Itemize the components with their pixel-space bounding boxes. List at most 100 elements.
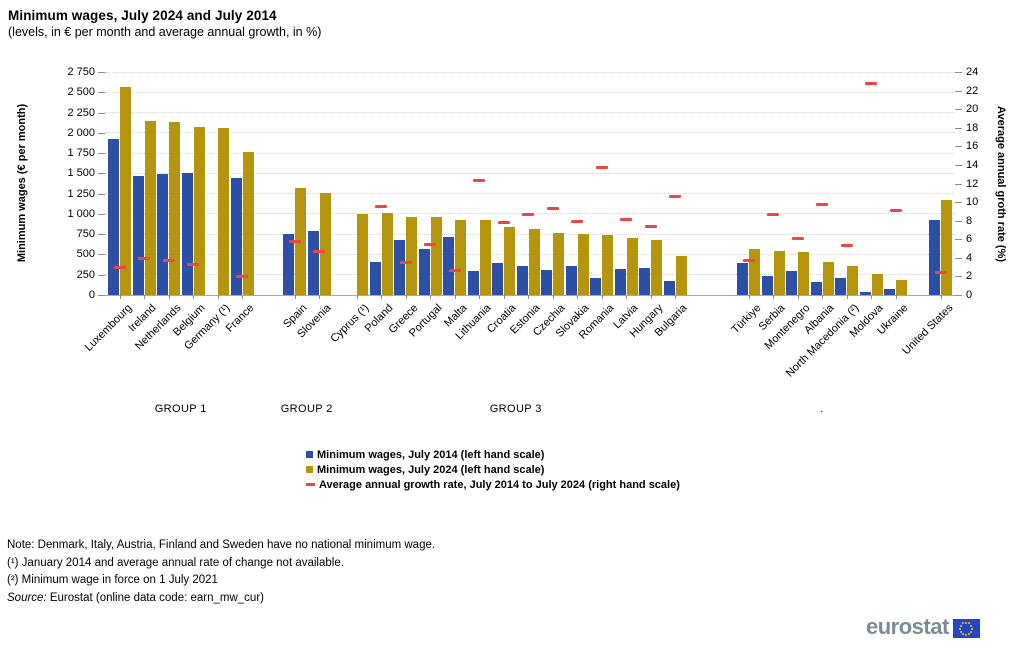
x-axis-tick <box>871 295 872 299</box>
bar-2014 <box>230 177 242 295</box>
left-axis-tick-label: 2 000 <box>67 126 95 139</box>
right-axis-tick-label: 22 <box>966 84 979 97</box>
eu-flag-star <box>968 622 971 625</box>
bar-2014 <box>786 271 797 295</box>
legend-item-growth: Average annual growth rate, July 2014 to… <box>306 477 680 492</box>
bar-2014 <box>307 231 319 295</box>
bar-2014 <box>283 233 294 295</box>
x-axis-tick <box>846 295 848 299</box>
bar-2014 <box>132 176 144 295</box>
growth-dash <box>187 262 199 266</box>
bar-2024 <box>749 248 760 295</box>
x-axis-tick <box>356 295 358 299</box>
left-axis-tick-label: 2 250 <box>67 106 95 119</box>
bar-2014 <box>565 266 577 295</box>
bar-2024 <box>430 217 442 295</box>
bar-2014 <box>737 262 748 295</box>
page-subtitle: (levels, in € per month and average annu… <box>8 25 322 39</box>
legend-label-growth: Average annual growth rate, July 2014 to… <box>319 478 680 491</box>
eu-flag-star <box>960 624 963 627</box>
growth-dash <box>669 195 681 198</box>
right-axis-tick <box>955 164 962 166</box>
growth-dash <box>571 220 583 224</box>
source-label: Source: <box>7 591 47 604</box>
x-axis-tick <box>552 295 554 299</box>
x-axis-tick <box>217 295 219 299</box>
growth-dash <box>497 221 510 225</box>
right-axis-tick <box>955 183 962 185</box>
x-axis-tick <box>797 295 799 299</box>
x-axis-tick <box>626 295 627 299</box>
source-line: Source: Eurostat (online data code: earn… <box>7 590 435 608</box>
gridline <box>105 152 955 154</box>
growth-dash <box>865 81 877 85</box>
bar-2014 <box>541 269 552 295</box>
left-axis-tick-label: 750 <box>76 228 95 241</box>
x-axis-tick <box>577 295 578 299</box>
bar-2024 <box>651 239 662 295</box>
growth-dash <box>742 259 755 263</box>
gridline <box>105 91 955 93</box>
bar-2014 <box>761 275 773 295</box>
legend-marker-growth-icon <box>306 483 315 486</box>
left-axis-tick-label: 250 <box>76 268 95 281</box>
bar-2024 <box>553 233 564 295</box>
left-axis-tick <box>98 112 105 114</box>
bar-2014 <box>369 262 381 295</box>
left-axis-tick <box>98 132 105 134</box>
growth-dash <box>113 265 126 269</box>
left-axis-tick <box>98 234 105 236</box>
eu-flag-star <box>965 621 968 624</box>
bar-2024 <box>357 213 368 295</box>
growth-dash <box>399 260 412 264</box>
right-axis-tick <box>955 146 962 148</box>
bar-2024 <box>479 220 491 295</box>
bar-2014 <box>663 280 675 295</box>
growth-dash <box>522 212 534 216</box>
right-axis-tick <box>955 276 962 278</box>
left-axis-tick <box>98 92 105 94</box>
right-axis-tick-label: 2 <box>966 270 973 283</box>
right-axis-tick-label: 6 <box>966 233 973 246</box>
left-axis-tick <box>98 153 105 155</box>
growth-dash <box>816 203 828 207</box>
x-axis-tick <box>193 295 194 299</box>
eurostat-logo: eurostat <box>866 614 980 640</box>
bar-2024 <box>602 234 613 295</box>
left-axis-tick <box>98 254 105 256</box>
right-axis-tick-label: 12 <box>966 177 979 190</box>
right-axis-tick-label: 8 <box>966 214 973 227</box>
x-axis-tick <box>381 295 382 299</box>
x-axis-tick <box>940 295 942 299</box>
x-axis-tick <box>119 295 121 299</box>
right-axis-tick <box>955 109 962 111</box>
x-axis-tick <box>748 295 750 299</box>
right-axis-tick-label: 24 <box>966 66 979 78</box>
bar-2024 <box>504 226 515 295</box>
x-axis-tick <box>168 295 170 299</box>
eu-flag-icon <box>952 619 980 638</box>
bar-2014 <box>108 139 119 295</box>
group-label: GROUP 1 <box>154 403 207 415</box>
x-axis-tick <box>430 295 431 299</box>
left-axis-title: Minimum wages (€ per month) <box>16 103 28 263</box>
left-axis-tick-label: 0 <box>88 289 95 301</box>
bar-2024 <box>242 151 254 295</box>
bar-2014 <box>614 269 626 295</box>
x-axis-line <box>105 294 955 296</box>
bar-2014 <box>492 262 503 295</box>
gridline <box>105 71 955 73</box>
eu-flag-star <box>960 630 963 633</box>
eu-flag-star <box>962 622 965 625</box>
bar-2014 <box>810 282 822 295</box>
legend-item-2024: Minimum wages, July 2024 (left hand scal… <box>306 462 680 477</box>
page-title: Minimum wages, July 2024 and July 2014 <box>8 8 277 23</box>
bar-2024 <box>120 86 131 295</box>
bar-2014 <box>394 239 405 295</box>
growth-dash <box>644 224 657 228</box>
legend-item-2014: Minimum wages, July 2014 (left hand scal… <box>306 447 680 462</box>
x-axis-tick <box>405 295 407 299</box>
right-axis-tick-label: 10 <box>966 196 979 209</box>
chart-notes: Note: Denmark, Italy, Austria, Finland a… <box>7 537 435 607</box>
